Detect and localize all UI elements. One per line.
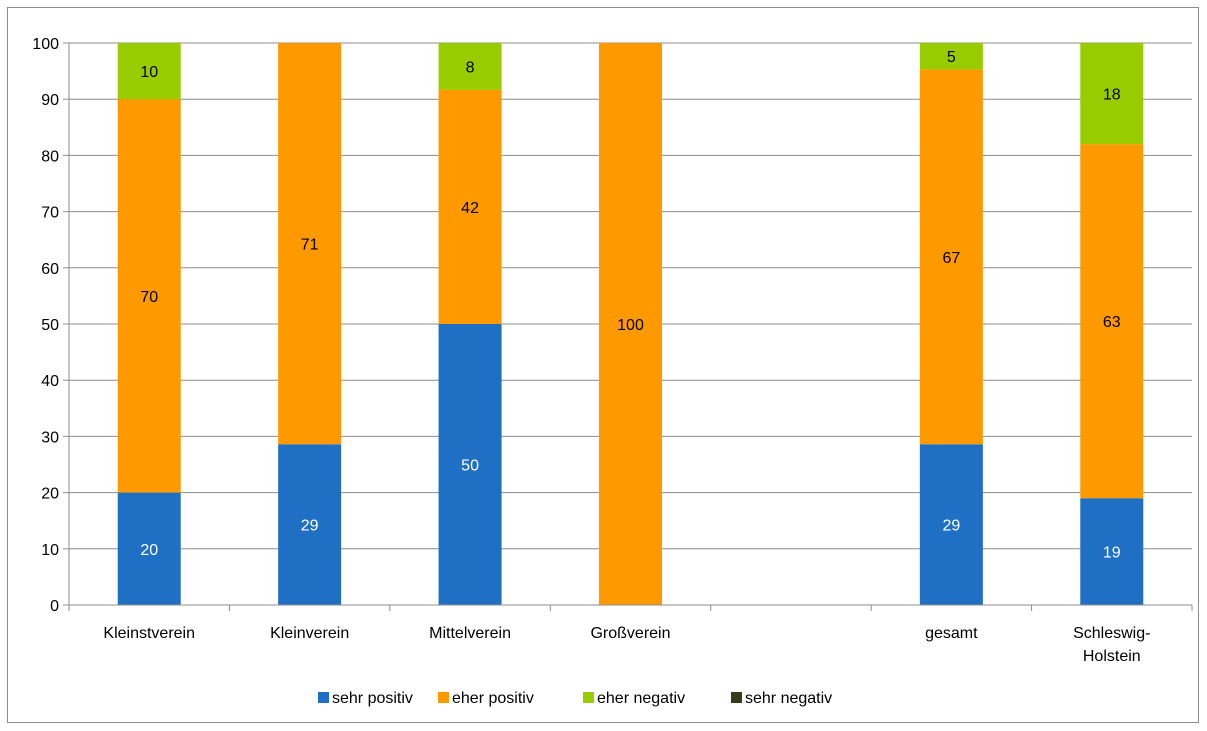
category-label-0-0: Kleinstverein bbox=[103, 625, 195, 642]
y-tick-label-90: 90 bbox=[41, 92, 59, 109]
data-label-eher-negativ-5: 5 bbox=[947, 49, 956, 66]
bar-eher-negativ-6 bbox=[1080, 43, 1144, 145]
bar-eher-positiv-2 bbox=[438, 89, 502, 324]
bar-eher-positiv-6 bbox=[1080, 144, 1144, 499]
bar-sehr-positiv-5 bbox=[919, 444, 983, 605]
bar-eher-positiv-1 bbox=[278, 43, 342, 445]
legend-label-eher-positiv: eher positiv bbox=[452, 690, 534, 707]
y-tick-label-40: 40 bbox=[41, 373, 59, 390]
bar-sehr-positiv-1 bbox=[278, 444, 342, 605]
data-label-eher-negativ-2: 8 bbox=[466, 59, 475, 76]
y-tick-label-80: 80 bbox=[41, 148, 59, 165]
y-tick-label-70: 70 bbox=[41, 205, 59, 222]
y-tick-label-60: 60 bbox=[41, 261, 59, 278]
data-label-eher-positiv-0: 70 bbox=[140, 289, 158, 306]
legend-swatch-sehr-positiv bbox=[318, 692, 329, 703]
data-label-eher-negativ-6: 18 bbox=[1103, 87, 1121, 104]
data-label-sehr-positiv-0: 20 bbox=[140, 542, 158, 559]
data-label-sehr-positiv-1: 29 bbox=[301, 518, 319, 535]
legend-swatch-eher-negativ bbox=[583, 692, 594, 703]
data-label-eher-positiv-6: 63 bbox=[1103, 314, 1121, 331]
legend-label-eher-negativ: eher negativ bbox=[597, 690, 685, 707]
legend-label-sehr-positiv: sehr positiv bbox=[332, 690, 413, 707]
category-label-5-0: gesamt bbox=[925, 625, 978, 642]
y-tick-label-10: 10 bbox=[41, 542, 59, 559]
category-label-6-1: Holstein bbox=[1083, 648, 1141, 665]
bar-sehr-positiv-2 bbox=[438, 324, 502, 605]
y-tick-label-100: 100 bbox=[32, 36, 59, 53]
bar-eher-negativ-0 bbox=[117, 43, 181, 100]
data-label-sehr-positiv-5: 29 bbox=[942, 518, 960, 535]
category-label-1-0: Kleinverein bbox=[270, 625, 349, 642]
data-label-sehr-positiv-2: 50 bbox=[461, 458, 479, 475]
category-label-6-0: Schleswig- bbox=[1073, 625, 1150, 642]
legend-label-sehr-negativ: sehr negativ bbox=[745, 690, 832, 707]
data-label-sehr-positiv-6: 19 bbox=[1103, 545, 1121, 562]
data-label-eher-positiv-3: 100 bbox=[617, 317, 644, 334]
bar-eher-negativ-5 bbox=[919, 43, 983, 70]
bar-eher-negativ-2 bbox=[438, 43, 502, 90]
bar-sehr-positiv-6 bbox=[1080, 498, 1144, 605]
bar-sehr-positiv-0 bbox=[117, 492, 181, 605]
bar-eher-positiv-0 bbox=[117, 99, 181, 493]
y-tick-label-0: 0 bbox=[50, 598, 59, 615]
bar-eher-positiv-5 bbox=[919, 69, 983, 445]
category-label-3-0: Großverein bbox=[590, 625, 670, 642]
data-label-eher-positiv-1: 71 bbox=[301, 237, 319, 254]
bar-eher-positiv-3 bbox=[599, 43, 662, 605]
data-label-eher-positiv-5: 67 bbox=[942, 250, 960, 267]
data-label-eher-positiv-2: 42 bbox=[461, 200, 479, 217]
data-label-eher-negativ-0: 10 bbox=[140, 64, 158, 81]
y-tick-label-20: 20 bbox=[41, 486, 59, 503]
category-label-2-0: Mittelverein bbox=[429, 625, 511, 642]
y-tick-label-50: 50 bbox=[41, 317, 59, 334]
legend-swatch-eher-positiv bbox=[438, 692, 449, 703]
legend-swatch-sehr-negativ bbox=[731, 692, 742, 703]
y-tick-label-30: 30 bbox=[41, 429, 59, 446]
